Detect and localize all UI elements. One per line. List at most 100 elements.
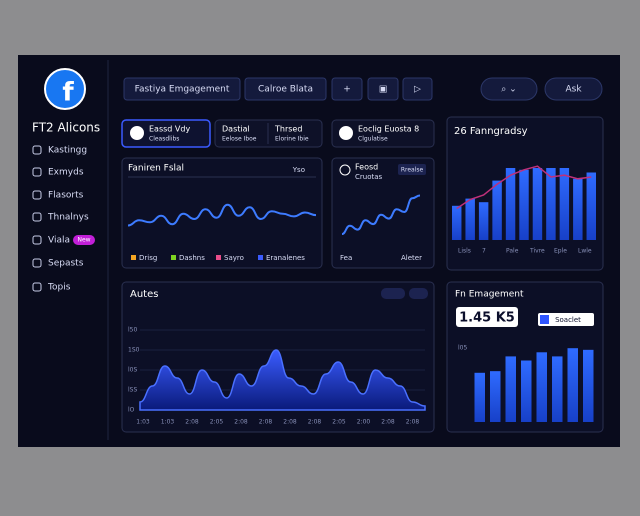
bar — [490, 371, 501, 422]
ranking-line — [456, 165, 592, 210]
toolbar-label: Fastiya Emgagement — [135, 85, 230, 95]
x-label: Lisls — [458, 248, 471, 255]
trend-line — [127, 203, 317, 227]
badge — [73, 235, 95, 245]
x-tick-label: 2:08 — [308, 419, 322, 426]
card-subtitle: Eelose Iboe — [222, 136, 257, 143]
bar — [492, 180, 502, 240]
bar — [559, 168, 570, 240]
legend-label: Drisg — [139, 254, 157, 262]
select[interactable] — [538, 313, 594, 326]
bar — [505, 356, 516, 422]
legend-label: Fea — [340, 254, 352, 262]
legend-swatch — [171, 255, 176, 260]
bar — [583, 349, 594, 422]
bar — [505, 168, 516, 240]
bar — [478, 202, 489, 240]
toolbar-button[interactable] — [544, 77, 603, 101]
nav-icon — [32, 212, 42, 222]
button[interactable] — [398, 164, 426, 175]
brand: FT2 Alicons — [32, 121, 100, 135]
bar — [519, 169, 529, 240]
nav-item[interactable]: Kastingg — [48, 146, 87, 156]
toolbar-button[interactable] — [367, 77, 399, 101]
toolbar-label: Ask — [565, 85, 582, 95]
nav-icon — [32, 258, 42, 268]
growth-line — [341, 194, 421, 235]
x-tick-label: 2:08 — [185, 419, 199, 426]
select-icon — [540, 315, 549, 324]
badge-label: New — [77, 237, 90, 244]
nav-item[interactable]: Thnalnys — [47, 213, 89, 223]
bar — [552, 356, 563, 422]
button-label: Rrealse — [401, 167, 424, 174]
x-tick-label: 2:08 — [406, 419, 420, 426]
bar — [567, 348, 578, 422]
nav-icon — [32, 235, 42, 245]
card-title: Eassd Vdy — [149, 125, 190, 134]
nav-item[interactable]: Flasorts — [48, 191, 84, 201]
x-tick-label: 2:05 — [332, 419, 346, 426]
value-box — [456, 307, 518, 327]
card-subtitle: Elorine Ibie — [275, 136, 309, 143]
legend-label: Sayro — [224, 254, 244, 262]
legend-swatch — [131, 255, 136, 260]
toolbar-button[interactable] — [402, 77, 433, 101]
nav-item[interactable]: Topis — [47, 283, 71, 293]
axis-label: l05 — [458, 345, 467, 352]
avatar — [130, 126, 144, 140]
card-title: Eoclig Euosta 8 — [358, 125, 419, 134]
toolbar-button[interactable] — [244, 77, 327, 101]
toolbar-button[interactable] — [331, 77, 363, 101]
bar — [536, 352, 547, 422]
x-label: Pale — [506, 248, 519, 255]
toolbar-label: ⌕ ⌄ — [501, 85, 516, 95]
y-tick-label: l0S — [128, 367, 137, 374]
panel-title: Autes — [130, 289, 158, 300]
nav-icon — [32, 167, 42, 177]
nav-item[interactable]: Sepasts — [48, 259, 84, 269]
nav-item[interactable]: Exmyds — [48, 168, 84, 178]
logo[interactable] — [44, 68, 86, 110]
toolbar-label: + — [343, 85, 351, 95]
logo-glyph: f — [62, 78, 74, 108]
card-title: Dastial — [222, 125, 250, 134]
bar — [586, 172, 596, 240]
bar — [521, 360, 532, 422]
panel-title: Faniren Fslal — [128, 164, 184, 174]
legend-swatch — [216, 255, 221, 260]
x-tick-label: 2:08 — [381, 419, 395, 426]
card[interactable] — [331, 119, 435, 148]
legend-label: Dashns — [179, 254, 205, 262]
toggle[interactable] — [409, 288, 428, 299]
x-label: Eple — [554, 248, 567, 255]
toolbar-label: ▣ — [379, 85, 388, 95]
nav-icon — [32, 282, 42, 292]
bar — [474, 372, 485, 422]
select-label: Soaclet — [555, 316, 581, 324]
bar — [546, 168, 556, 240]
y-tick-label: lO — [128, 407, 135, 414]
audience-area — [139, 349, 426, 411]
toolbar-label: ▷ — [414, 85, 421, 95]
nav-item[interactable]: Viala — [48, 236, 70, 246]
x-tick-label: 2:00 — [357, 419, 371, 426]
panel-title: Fn Emagement — [455, 290, 524, 300]
card-subtitle: Cleasdlibs — [149, 136, 179, 143]
x-tick-label: 1:03 — [136, 419, 150, 426]
toolbar-button[interactable] — [480, 77, 538, 101]
y-tick-label: 1S0 — [128, 347, 140, 354]
toggle[interactable] — [381, 288, 405, 299]
bar — [532, 168, 543, 240]
card-subtitle: Clgulatise — [358, 136, 388, 143]
toolbar-button[interactable] — [123, 77, 241, 101]
panel-subtitle: Cruotas — [355, 173, 383, 181]
bar — [573, 178, 583, 240]
nav-icon — [32, 145, 42, 155]
y-tick-label: l50 — [128, 327, 137, 334]
bar — [465, 198, 475, 240]
bar — [452, 205, 462, 240]
card[interactable] — [121, 119, 211, 148]
card-title: Thrsed — [274, 125, 302, 134]
